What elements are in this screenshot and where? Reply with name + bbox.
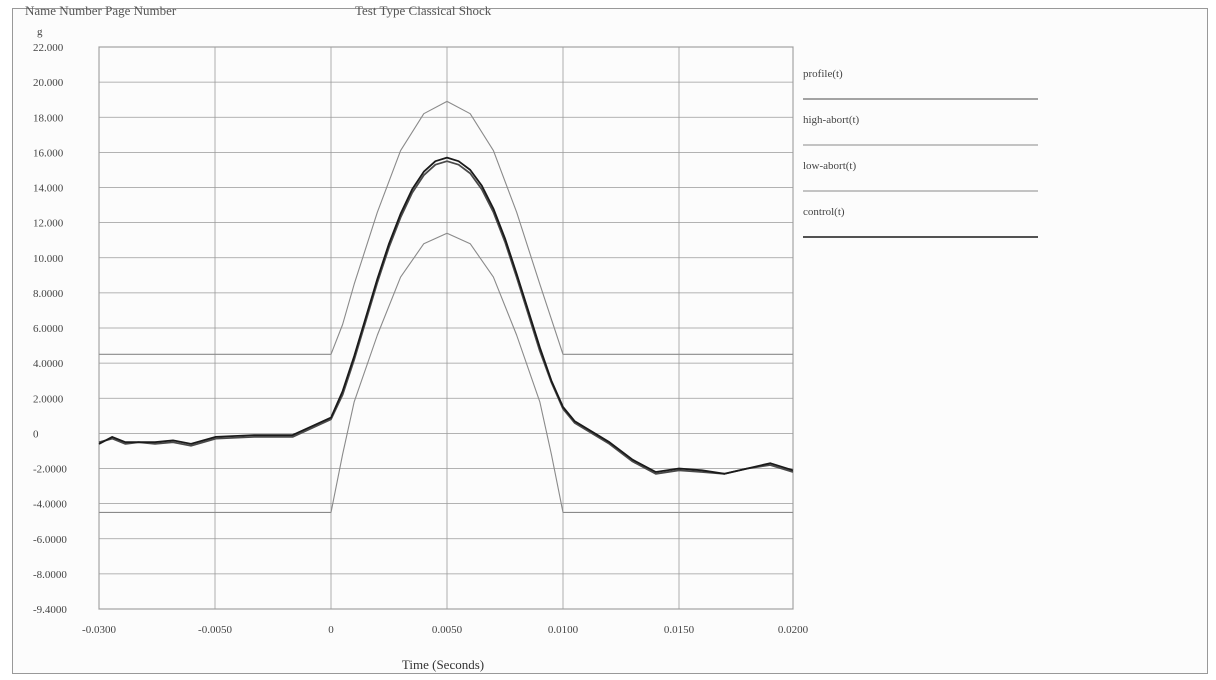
x-axis-label: Time (Seconds) [402, 657, 484, 672]
series-lines [98, 100, 794, 513]
y-tick-label: -8.0000 [33, 569, 67, 581]
x-tick-label: 0.0050 [432, 624, 463, 636]
line-chart: 22.000 20.000 18.000 16.000 14.000 12.000 10.0… [33, 26, 1038, 672]
header-right-text: Test Type Classical Shock [355, 3, 492, 18]
y-tick-label: 22.000 [33, 42, 64, 54]
y-tick-label: 4.0000 [33, 358, 64, 370]
legend-label: low-abort(t) [803, 160, 856, 172]
header-left-text: Name Number Page Number [25, 3, 177, 18]
x-tick-label: 0.0150 [664, 624, 695, 636]
y-tick-label: 12.000 [33, 218, 64, 230]
x-tick-label: -0.0050 [198, 624, 232, 636]
y-tick-label: 18.000 [33, 112, 64, 124]
series-line-high-abort-t- [99, 100, 793, 355]
x-tick-labels: -0.0300 -0.0050 0 0.0050 0.0100 0.0150 0.0200 [82, 624, 809, 636]
y-tick-label: 16.000 [33, 147, 64, 159]
y-tick-label: 6.0000 [33, 323, 64, 335]
y-tick-label: 0 [33, 428, 39, 440]
x-tick-label: -0.0300 [82, 624, 116, 636]
y-tick-label: 10.000 [33, 253, 64, 265]
series-line-profile-t- [98, 160, 794, 475]
y-tick-labels: 22.000 20.000 18.000 16.000 14.000 12.000 10.0… [33, 42, 67, 616]
x-tick-label: 0 [328, 624, 334, 636]
y-tick-label: -6.0000 [33, 534, 67, 546]
series-line-low-abort-t- [99, 232, 793, 513]
y-tick-label: -9.4000 [33, 604, 67, 616]
legend: profile(t) high-abort(t) low-abort(t) contr… [803, 68, 1038, 238]
series-line-control-t- [98, 156, 794, 475]
legend-label: high-abort(t) [803, 114, 860, 126]
x-tick-label: 0.0200 [778, 624, 809, 636]
y-tick-label: -4.0000 [33, 499, 67, 511]
y-tick-label: 2.0000 [33, 393, 64, 405]
y-axis-label: g [37, 26, 43, 38]
legend-label: control(t) [803, 206, 845, 218]
header-bar: Name Number Page Number Test Type Classi… [25, 3, 725, 18]
y-tick-label: 20.000 [33, 77, 64, 89]
chart-frame: Name Number Page Number Test Type Classi… [12, 3, 1208, 674]
chart-grid [98, 46, 794, 610]
y-tick-label: 8.0000 [33, 288, 64, 300]
y-tick-label: 14.000 [33, 183, 64, 195]
y-tick-label: -2.0000 [33, 464, 67, 476]
x-tick-label: 0.0100 [548, 624, 579, 636]
legend-label: profile(t) [803, 68, 843, 80]
